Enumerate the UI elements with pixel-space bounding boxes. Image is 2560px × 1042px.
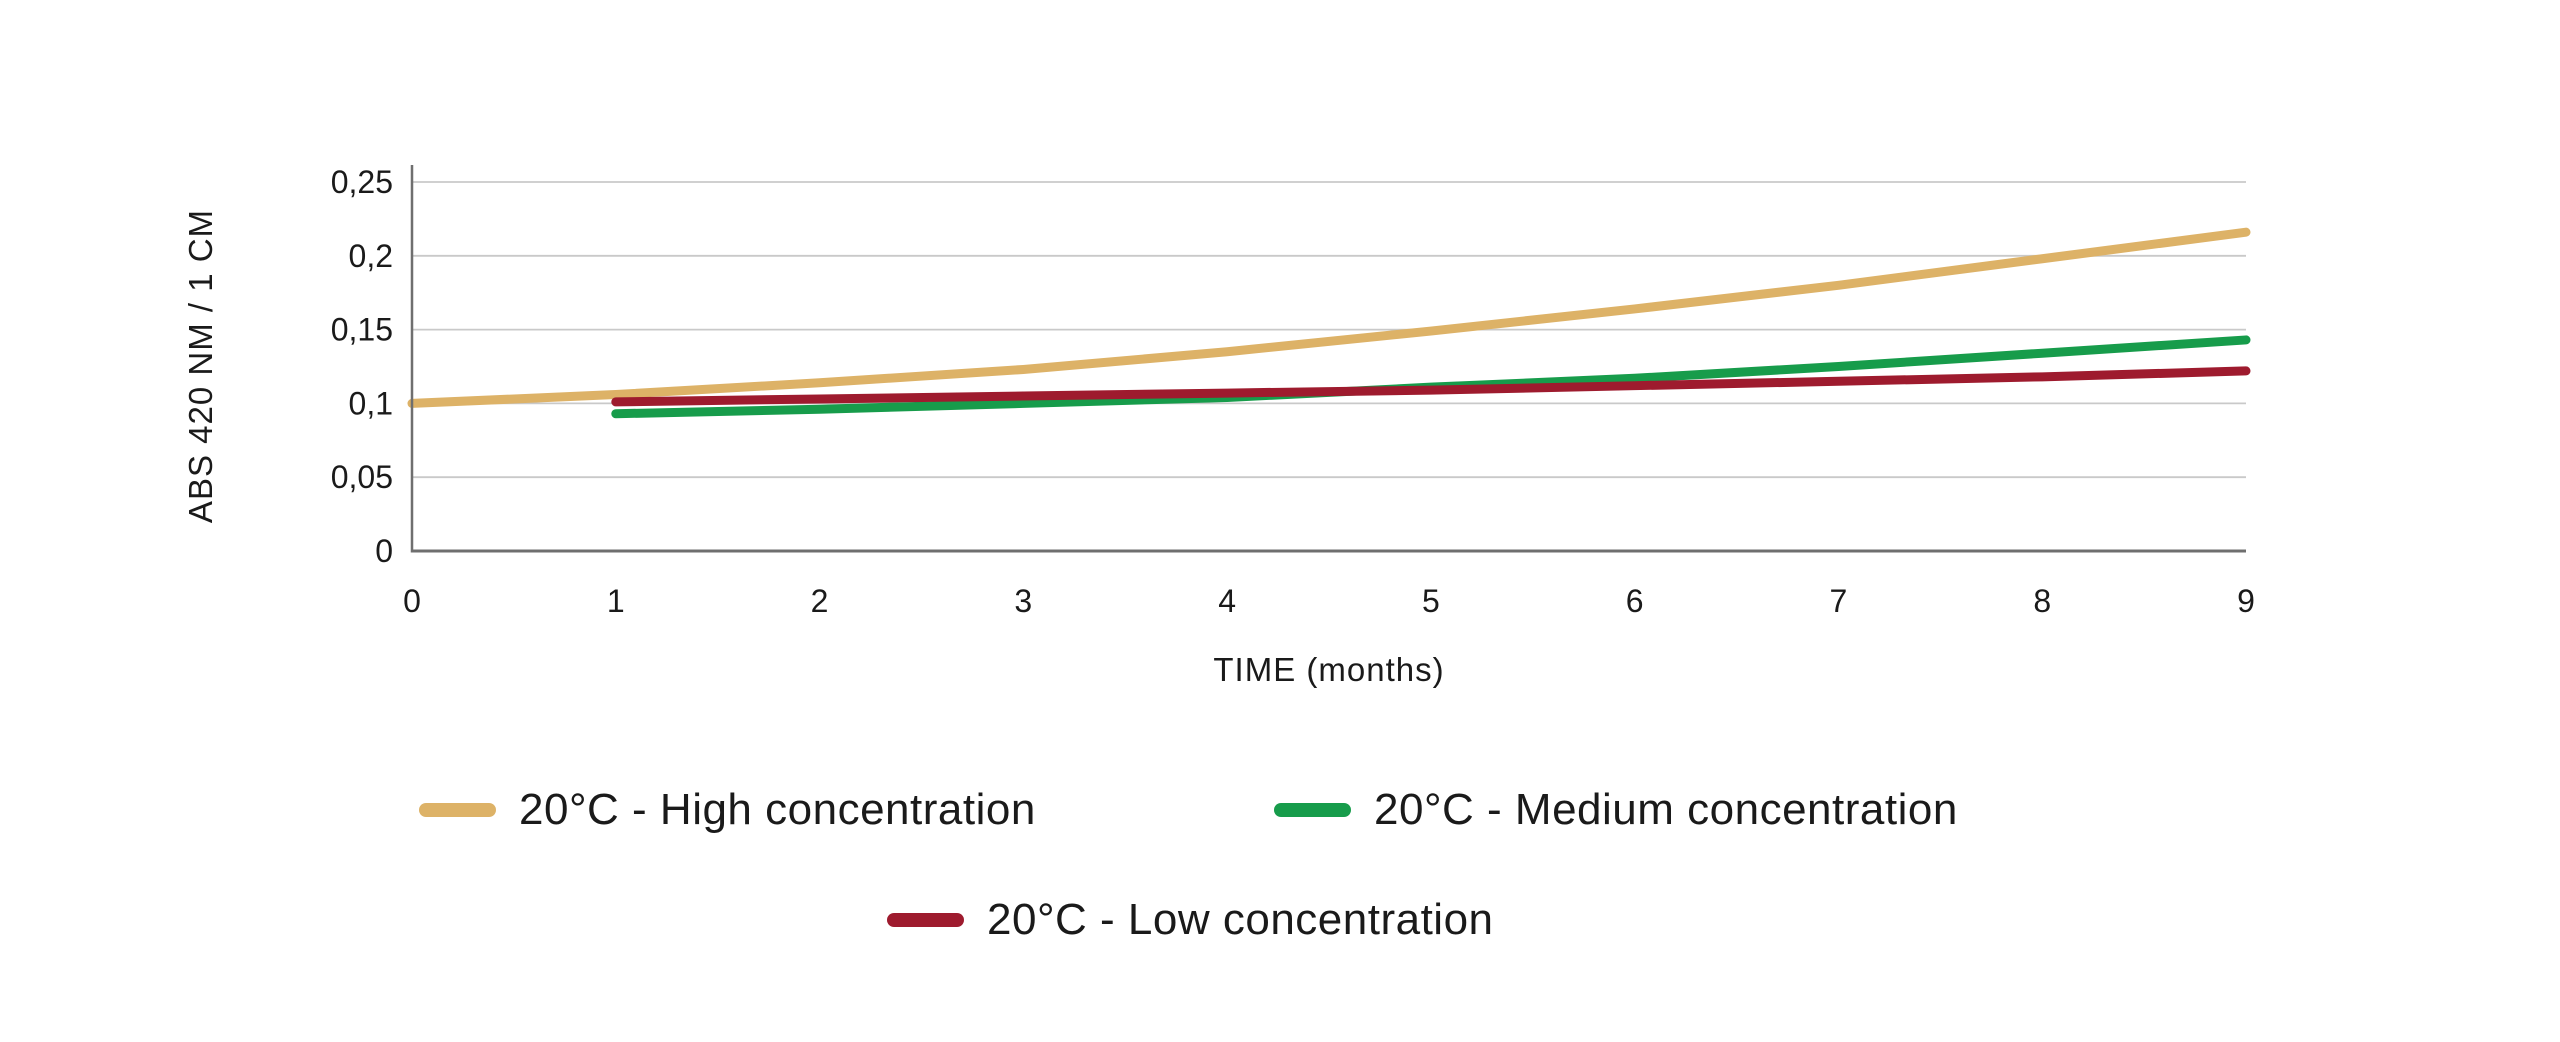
x-tick-label: 6 (1626, 583, 1644, 619)
gridlines (412, 181, 2246, 479)
x-tick-label: 8 (2033, 583, 2051, 619)
series-line-high (407, 227, 2251, 408)
x-tick-label: 9 (2237, 583, 2255, 619)
legend-item-high: 20°C - High concentration (419, 785, 1036, 834)
legend-item-medium: 20°C - Medium concentration (1274, 785, 1958, 834)
y-tick-label: 0,1 (349, 385, 393, 421)
legend-swatch-low-line (887, 913, 964, 927)
line-chart: 0 0,05 0,1 0,15 0,2 0,25 0 1 2 3 4 5 6 7 8 9 TIME (mon… (182, 164, 2255, 688)
legend-swatch-high-line (419, 803, 496, 817)
y-tick-label: 0,05 (331, 459, 393, 495)
x-tick-label: 3 (1014, 583, 1032, 619)
x-tick-label: 7 (1830, 583, 1848, 619)
legend-swatch-medium-line (1274, 803, 1351, 817)
legend-label-low: 20°C - Low concentration (987, 895, 1494, 944)
axes (410, 165, 2246, 553)
x-tick-label: 0 (403, 583, 421, 619)
y-axis-title: ABS 420 NM / 1 CM (182, 209, 219, 523)
x-axis-tick-labels: 0 1 2 3 4 5 6 7 8 9 (403, 583, 2255, 619)
x-tick-label: 1 (607, 583, 625, 619)
y-axis-tick-labels: 0 0,05 0,1 0,15 0,2 0,25 (331, 164, 393, 569)
legend-item-low: 20°C - Low concentration (887, 895, 1494, 944)
x-tick-label: 5 (1422, 583, 1440, 619)
y-tick-label: 0,15 (331, 312, 393, 348)
x-tick-label: 4 (1218, 583, 1236, 619)
series-lines (407, 227, 2251, 419)
y-tick-label: 0,25 (331, 164, 393, 200)
y-tick-label: 0 (375, 533, 393, 569)
x-axis-title: TIME (months) (1213, 651, 1444, 688)
x-tick-label: 2 (811, 583, 829, 619)
legend-label-medium: 20°C - Medium concentration (1374, 785, 1958, 834)
series-line-low (611, 366, 2251, 407)
y-tick-label: 0,2 (349, 238, 393, 274)
legend-label-high: 20°C - High concentration (519, 785, 1036, 834)
